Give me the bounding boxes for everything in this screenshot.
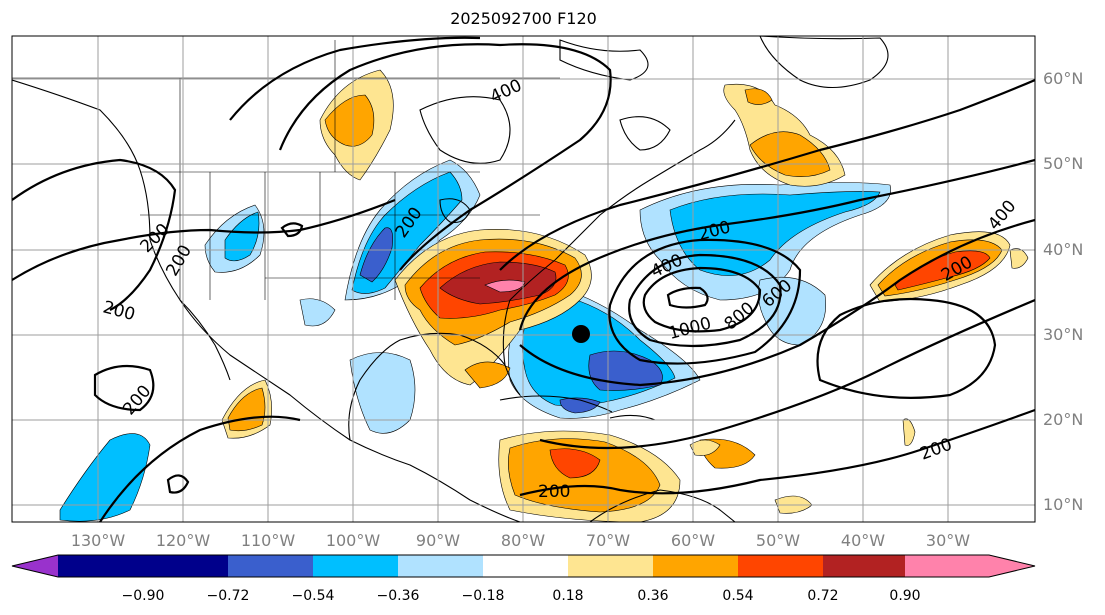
colorbar-segment [143, 555, 228, 577]
shaded-fields [59, 69, 1029, 522]
coast-east [502, 119, 736, 366]
colorbar-segment [823, 555, 905, 577]
contour-200-low [816, 297, 997, 399]
coast-gulf [348, 332, 521, 441]
shade-neg-mid-rockies [224, 211, 260, 262]
contour-200-pac [93, 364, 155, 412]
coastlines [12, 36, 889, 522]
contour-800 [628, 253, 782, 348]
lon-label: 60°W [671, 531, 715, 550]
colorbar-tick-label: 0.72 [807, 588, 838, 604]
contour-inner [666, 286, 709, 309]
colorbar-segment [905, 555, 989, 577]
colorbar-segment [58, 555, 143, 577]
coast-baja [179, 299, 231, 381]
lat-label: 30°N [1043, 325, 1083, 344]
colorbar-segment [738, 555, 823, 577]
contour-400-east [518, 158, 1035, 331]
colorbar-tick-label: −0.36 [377, 588, 420, 604]
coast-greenland [759, 36, 889, 88]
contour-200-pac2 [99, 415, 301, 522]
lon-label: 90°W [416, 531, 460, 550]
shade-pos-strong-carib [549, 448, 601, 479]
lat-labels: 10°N 20°N 30°N 40°N 50°N 60°N [1043, 69, 1083, 514]
contour-200-canada [229, 36, 481, 121]
coast-arctic-islands [559, 39, 649, 81]
gridlines [12, 36, 1035, 522]
lat-label: 50°N [1043, 154, 1083, 173]
shade-neg-strong-caribbean [559, 397, 601, 414]
coast-cuba [499, 395, 613, 413]
colorbar-segment [228, 555, 313, 577]
map-plot-area [12, 36, 1035, 522]
colorbar-extend-high [989, 555, 1035, 577]
colorbar-extend-low [12, 555, 58, 577]
shade-pos-weak-lone [902, 418, 916, 446]
shade-neg-mid-band [669, 191, 881, 276]
shade-neg-weak-south [299, 298, 336, 327]
shade-neg-strong-plains [359, 227, 393, 283]
contour-1000 [642, 266, 762, 333]
colorbar-tick-label: −0.90 [122, 588, 165, 604]
colorbar-ticks: −0.90 −0.72 −0.54 −0.36 −0.18 0.18 0.36 … [122, 588, 921, 604]
map-title: 2025092700 F120 [450, 9, 597, 28]
lat-label: 40°N [1043, 240, 1083, 259]
shade-pos-weak-carib-e [689, 439, 721, 456]
lon-label: 50°W [756, 531, 800, 550]
contour-600 [608, 238, 802, 365]
coast-hispaniola [609, 414, 656, 421]
shade-pos-max-se [484, 279, 526, 293]
contour-200-south [539, 298, 1035, 450]
contour-label: 200 [538, 482, 570, 502]
storm-center-marker [572, 325, 590, 343]
contour-400-canada [278, 43, 612, 271]
colorbar-tick-label: −0.54 [292, 588, 335, 604]
lon-label: 130°W [71, 531, 126, 550]
colorbar-segment [653, 555, 738, 577]
colorbar-tick-label: 0.36 [637, 588, 668, 604]
coast-south-america [589, 489, 736, 522]
colorbar-tick-label: 0.54 [722, 588, 753, 604]
shade-pos-mid-gulf [464, 361, 511, 389]
contour-200-bottom [519, 408, 1035, 497]
contour-200-west [12, 198, 396, 281]
contours [12, 36, 1035, 522]
colorbar-outline [11, 554, 1036, 578]
colorbar-segment [568, 555, 653, 577]
colorbar [11, 554, 1036, 578]
colorbar-tick-label: 0.90 [889, 588, 920, 604]
colorbar-tick-label: −0.72 [207, 588, 250, 604]
contour-400-south [519, 218, 1035, 387]
colorbar-segment [483, 555, 568, 577]
lon-label: 100°W [326, 531, 381, 550]
lon-label: 80°W [501, 531, 545, 550]
lat-label: 10°N [1043, 495, 1083, 514]
colorbar-tick-label: 0.18 [552, 588, 583, 604]
map-frame [11, 35, 1036, 523]
lon-labels: 130°W 120°W 110°W 100°W 90°W 80°W 70°W 6… [71, 531, 970, 550]
coast-north-america-west [12, 79, 521, 522]
shade-pos-weak-ne [1009, 248, 1029, 269]
coast-great-lakes [439, 198, 471, 224]
shade-pos-mid-natl2 [744, 88, 773, 105]
lon-label: 120°W [156, 531, 211, 550]
contour-200-west2 [12, 158, 177, 311]
coast-hudson [419, 96, 511, 164]
contour-small2 [166, 474, 190, 494]
colorbar-tick-label: −0.18 [462, 588, 505, 604]
shade-neg-mid-pacific [59, 433, 151, 522]
colorbar-segment [398, 555, 483, 577]
colorbar-segment [313, 555, 398, 577]
contour-200-atlantic [499, 78, 1035, 271]
lat-label: 60°N [1043, 69, 1083, 88]
lon-label: 40°W [841, 531, 885, 550]
lon-label: 30°W [926, 531, 970, 550]
lon-label: 110°W [241, 531, 296, 550]
lat-label: 20°N [1043, 410, 1083, 429]
coast-labrador [619, 116, 671, 151]
lon-label: 70°W [586, 531, 630, 550]
contour-small [280, 222, 304, 238]
